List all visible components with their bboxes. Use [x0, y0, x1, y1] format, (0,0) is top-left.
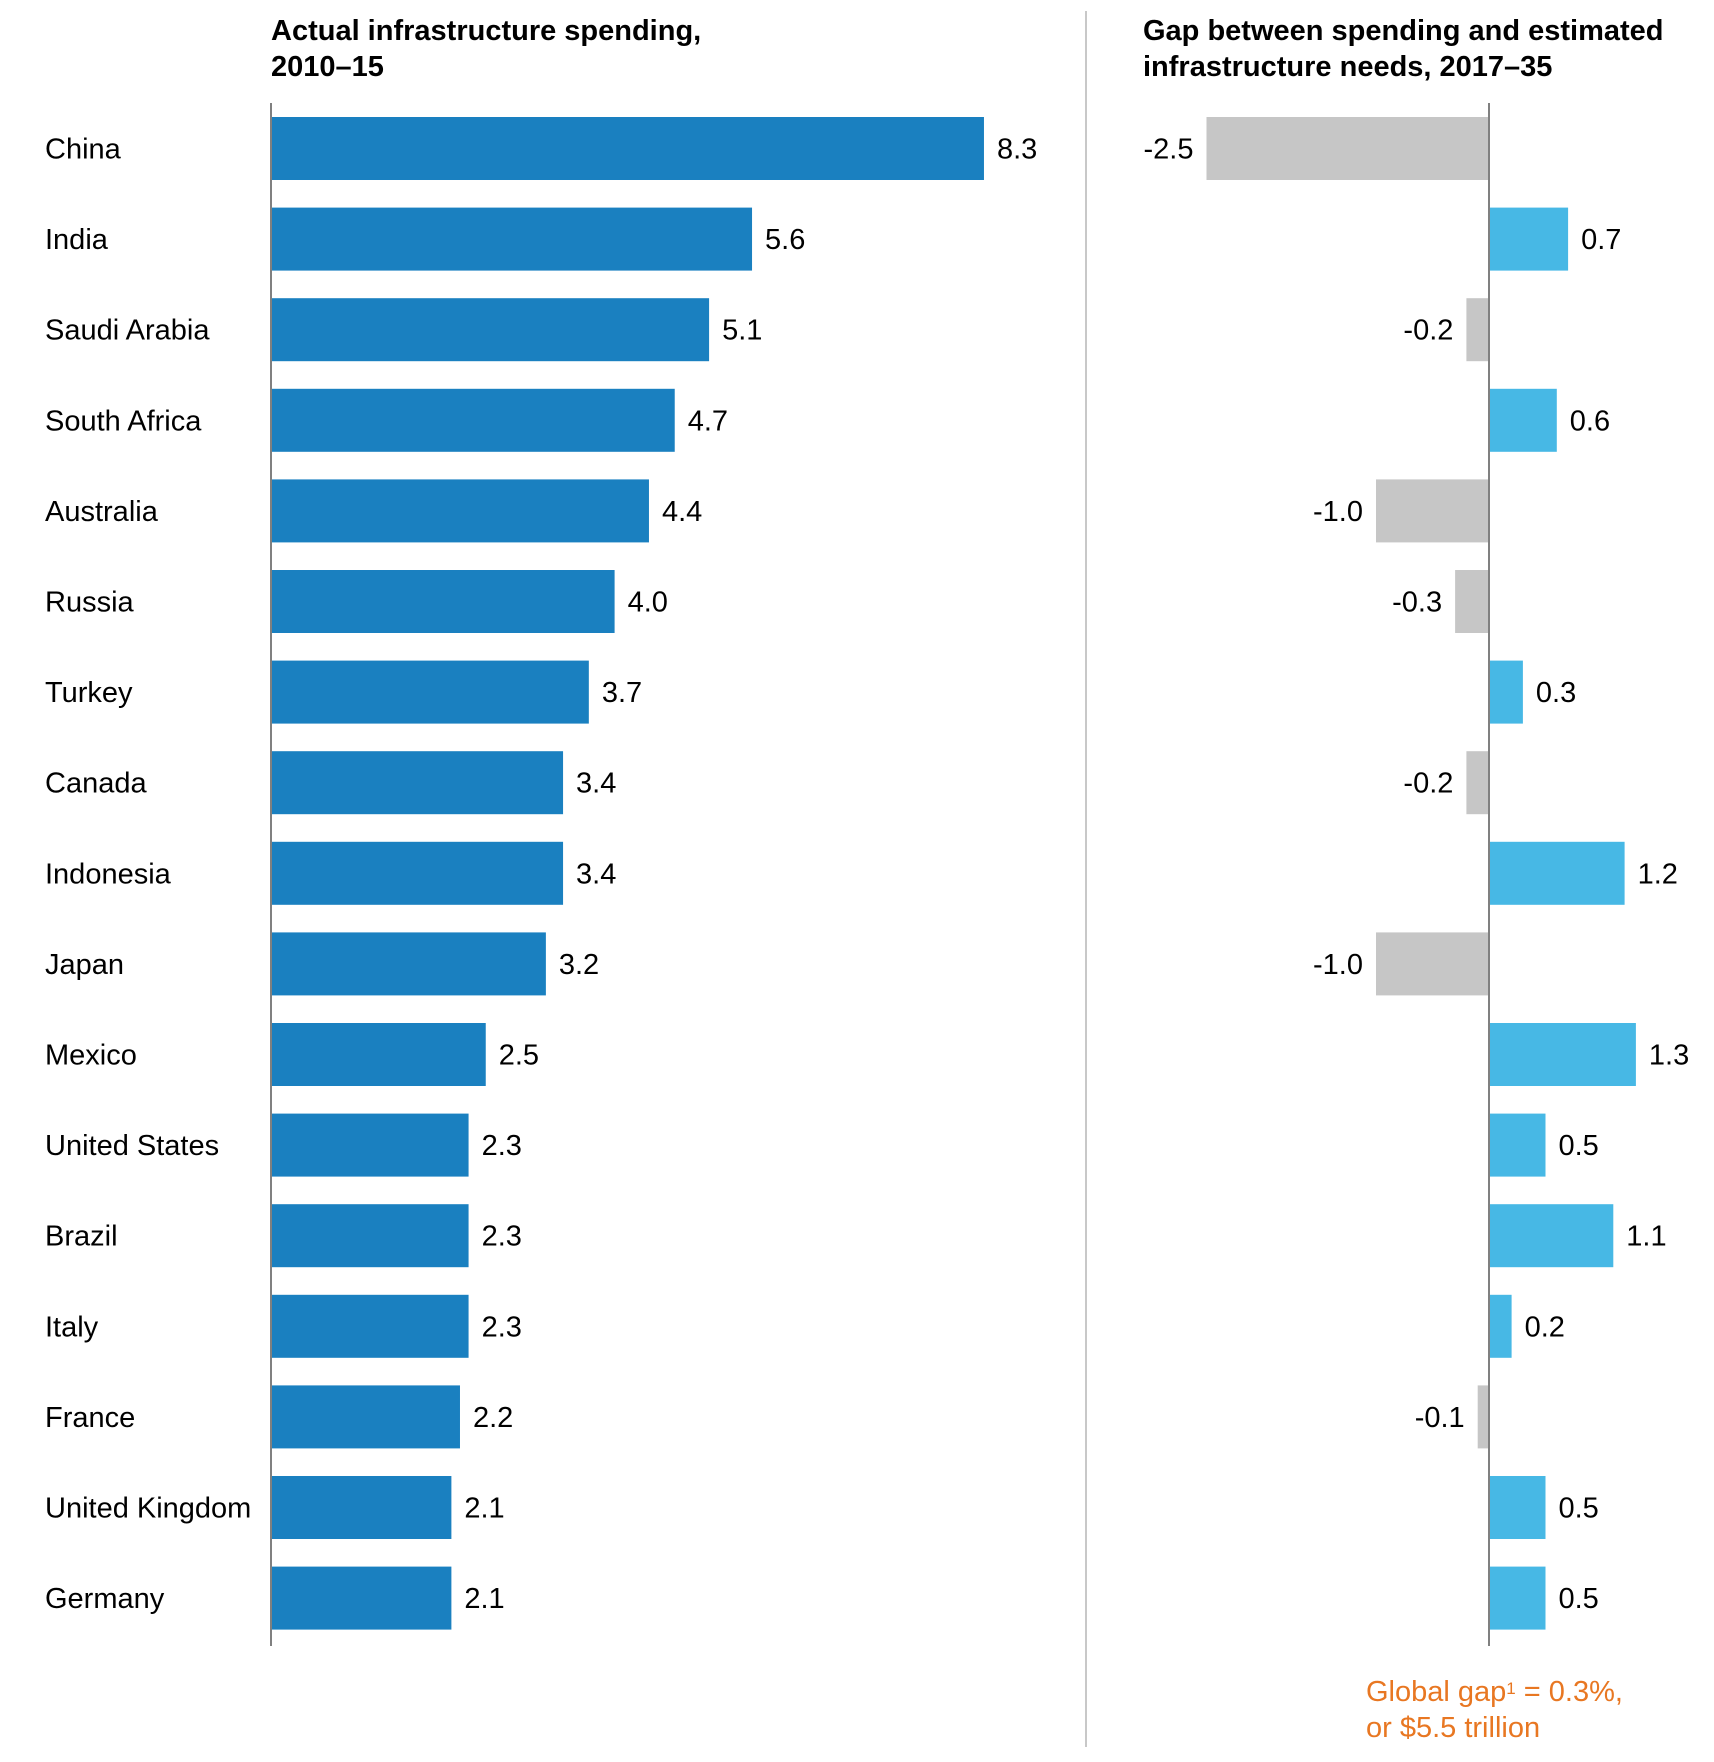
gap-bar	[1489, 1113, 1546, 1177]
gap-bar	[1489, 1476, 1546, 1539]
spending-value-label: 2.3	[482, 1311, 522, 1343]
spending-bar	[271, 751, 564, 815]
note-line-2: or $5.5 trillion	[1366, 1712, 1541, 1744]
category-label: Indonesia	[45, 858, 172, 890]
spending-bar	[271, 207, 753, 271]
category-label: Japan	[45, 949, 124, 981]
category-label: Mexico	[45, 1040, 137, 1072]
gap-bar	[1489, 1204, 1614, 1268]
gap-bar	[1489, 841, 1625, 905]
left-title-line-2: 2010–15	[271, 51, 384, 83]
left-title-line-1: Actual infrastructure spending,	[271, 15, 702, 47]
category-label: Australia	[45, 496, 159, 528]
spending-value-label: 3.4	[576, 768, 616, 800]
spending-bar	[271, 1023, 486, 1086]
spending-bar	[271, 479, 649, 543]
right-chart-title: Gap between spending and estimated infra…	[1143, 13, 1664, 85]
gap-value-label: -0.1	[1415, 1402, 1465, 1434]
global-gap-note: Global gap1 = 0.3%, or $5.5 trillion	[1366, 1674, 1623, 1746]
category-label: India	[45, 224, 109, 256]
spending-value-label: 3.4	[576, 858, 616, 890]
gap-value-label: 1.1	[1626, 1221, 1666, 1253]
gap-value-label: -0.2	[1403, 768, 1453, 800]
right-title-line-2: infrastructure needs, 2017–35	[1143, 51, 1553, 83]
category-label: Germany	[45, 1583, 165, 1615]
gap-bar	[1206, 117, 1489, 180]
gap-bar	[1489, 207, 1569, 271]
gap-value-label: -1.0	[1313, 496, 1363, 528]
category-label: China	[45, 134, 122, 166]
gap-bar	[1466, 751, 1489, 815]
spending-value-label: 5.1	[722, 315, 762, 347]
category-label: Canada	[45, 768, 147, 800]
spending-bar	[271, 1204, 469, 1268]
spending-value-label: 2.5	[499, 1040, 539, 1072]
spending-bar	[271, 570, 615, 633]
gap-bar	[1489, 660, 1523, 724]
gap-value-label: 1.2	[1638, 858, 1678, 890]
gap-value-label: 0.5	[1559, 1493, 1599, 1525]
spending-bar	[271, 388, 675, 452]
gap-bar	[1376, 479, 1489, 543]
spending-bar	[271, 117, 984, 180]
gap-value-label: 0.5	[1559, 1583, 1599, 1615]
left-chart-title: Actual infrastructure spending, 2010–15	[271, 13, 701, 85]
spending-value-label: 8.3	[997, 134, 1037, 166]
spending-bar	[271, 932, 546, 996]
gap-value-label: -0.3	[1392, 587, 1442, 619]
spending-bar	[271, 1476, 452, 1539]
spending-bar	[271, 298, 710, 362]
spending-value-label: 3.7	[602, 677, 642, 709]
note-value: = 0.3%,	[1515, 1676, 1623, 1708]
gap-bar	[1489, 1294, 1512, 1358]
spending-value-label: 5.6	[765, 224, 805, 256]
gap-value-label: -1.0	[1313, 949, 1363, 981]
category-label: South Africa	[45, 405, 202, 437]
gap-value-label: -0.2	[1403, 315, 1453, 347]
spending-value-label: 2.2	[473, 1402, 513, 1434]
spending-bar	[271, 1294, 469, 1358]
spending-value-label: 2.3	[482, 1221, 522, 1253]
gap-value-label: 0.2	[1525, 1311, 1565, 1343]
gap-bar	[1376, 932, 1489, 996]
gap-bar	[1477, 1385, 1489, 1449]
gap-value-label: 0.3	[1536, 677, 1576, 709]
category-label: Turkey	[45, 677, 133, 709]
right-title-line-1: Gap between spending and estimated	[1143, 15, 1664, 47]
spending-value-label: 4.7	[688, 405, 728, 437]
spending-value-label: 2.1	[464, 1493, 504, 1525]
category-label: France	[45, 1402, 135, 1434]
gap-value-label: -2.5	[1144, 134, 1194, 166]
footnote-marker: 1	[1506, 1679, 1516, 1698]
category-label: Brazil	[45, 1221, 118, 1253]
category-label: United States	[45, 1130, 219, 1162]
spending-bar	[271, 1566, 452, 1630]
spending-bar	[271, 1113, 469, 1177]
spending-bar	[271, 660, 589, 724]
gap-value-label: 0.5	[1559, 1130, 1599, 1162]
category-label: Russia	[45, 587, 135, 619]
gap-bar	[1489, 1566, 1546, 1630]
gap-bar	[1455, 570, 1489, 633]
spending-value-label: 3.2	[559, 949, 599, 981]
category-label: Saudi Arabia	[45, 315, 210, 347]
category-label: United Kingdom	[45, 1493, 251, 1525]
spending-value-label: 4.0	[628, 587, 668, 619]
gap-value-label: 0.6	[1570, 405, 1610, 437]
spending-bar	[271, 1385, 460, 1449]
category-label: Italy	[45, 1311, 99, 1343]
gap-bar	[1489, 388, 1557, 452]
spending-value-label: 2.1	[464, 1583, 504, 1615]
gap-bar	[1489, 1023, 1636, 1086]
spending-bar	[271, 841, 564, 905]
gap-value-label: 1.3	[1649, 1040, 1689, 1072]
gap-bar	[1466, 298, 1489, 362]
note-text: Global gap	[1366, 1676, 1507, 1708]
spending-value-label: 2.3	[482, 1130, 522, 1162]
gap-value-label: 0.7	[1581, 224, 1621, 256]
spending-value-label: 4.4	[662, 496, 702, 528]
